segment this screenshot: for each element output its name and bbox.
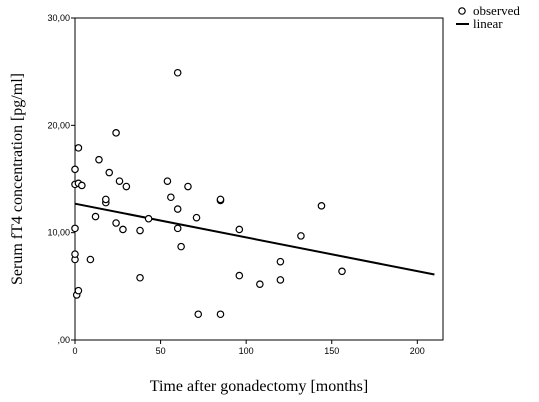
data-point bbox=[317, 202, 326, 210]
data-point bbox=[173, 224, 182, 233]
data-point bbox=[144, 214, 153, 223]
regression-line-group bbox=[74, 202, 435, 276]
data-point bbox=[173, 205, 182, 213]
legend-observed-marker bbox=[458, 7, 466, 15]
data-point bbox=[177, 242, 185, 251]
data-point bbox=[167, 193, 175, 202]
data-point bbox=[276, 257, 285, 266]
x-tick-label: 100 bbox=[239, 346, 254, 356]
data-point bbox=[78, 181, 86, 190]
data-points bbox=[71, 68, 346, 319]
data-point bbox=[184, 182, 192, 191]
data-point bbox=[216, 310, 225, 319]
data-point bbox=[86, 255, 95, 264]
data-point bbox=[256, 280, 264, 288]
data-point bbox=[136, 273, 144, 282]
x-tick-label: 150 bbox=[324, 346, 339, 356]
data-point bbox=[74, 144, 83, 152]
legend-observed-label: observed bbox=[473, 3, 520, 18]
x-tick-label: 50 bbox=[156, 346, 166, 356]
data-point bbox=[338, 267, 346, 276]
y-tick-label: 20,00 bbox=[47, 120, 70, 130]
x-tick-label: 200 bbox=[410, 346, 425, 356]
data-point bbox=[194, 310, 203, 319]
data-point bbox=[235, 271, 244, 280]
data-point bbox=[91, 212, 100, 221]
y-axis: ,00 10,00 20,00 30,00 bbox=[47, 13, 75, 345]
y-tick-label: ,00 bbox=[57, 335, 70, 345]
data-point bbox=[115, 177, 124, 185]
data-point bbox=[112, 219, 120, 227]
x-tick-label: 0 bbox=[72, 346, 77, 356]
data-point bbox=[105, 168, 114, 177]
data-point bbox=[136, 226, 144, 235]
data-point bbox=[122, 182, 131, 191]
y-tick-label: 10,00 bbox=[47, 228, 70, 238]
data-point bbox=[173, 68, 182, 77]
data-point bbox=[216, 195, 225, 204]
data-point bbox=[235, 225, 244, 234]
regression-line bbox=[74, 202, 435, 276]
data-point bbox=[74, 286, 83, 295]
data-point bbox=[71, 224, 79, 233]
y-axis-title: Serum fT4 concentration [pg/ml] bbox=[9, 73, 26, 285]
x-axis: 0 50 100 150 200 bbox=[72, 340, 425, 356]
data-point bbox=[112, 129, 120, 137]
data-point bbox=[102, 195, 110, 204]
legend: observed linear bbox=[456, 3, 520, 31]
data-point bbox=[71, 250, 79, 258]
data-point bbox=[276, 276, 285, 284]
data-point bbox=[119, 225, 127, 234]
data-point bbox=[163, 177, 172, 185]
data-point bbox=[192, 213, 201, 222]
data-point bbox=[297, 232, 305, 240]
y-tick-label: 30,00 bbox=[47, 13, 70, 23]
legend-linear-label: linear bbox=[473, 16, 503, 31]
x-axis-title: Time after gonadectomy [months] bbox=[150, 378, 368, 395]
data-point bbox=[71, 165, 79, 174]
data-point bbox=[95, 155, 103, 164]
plot-frame bbox=[74, 17, 444, 341]
